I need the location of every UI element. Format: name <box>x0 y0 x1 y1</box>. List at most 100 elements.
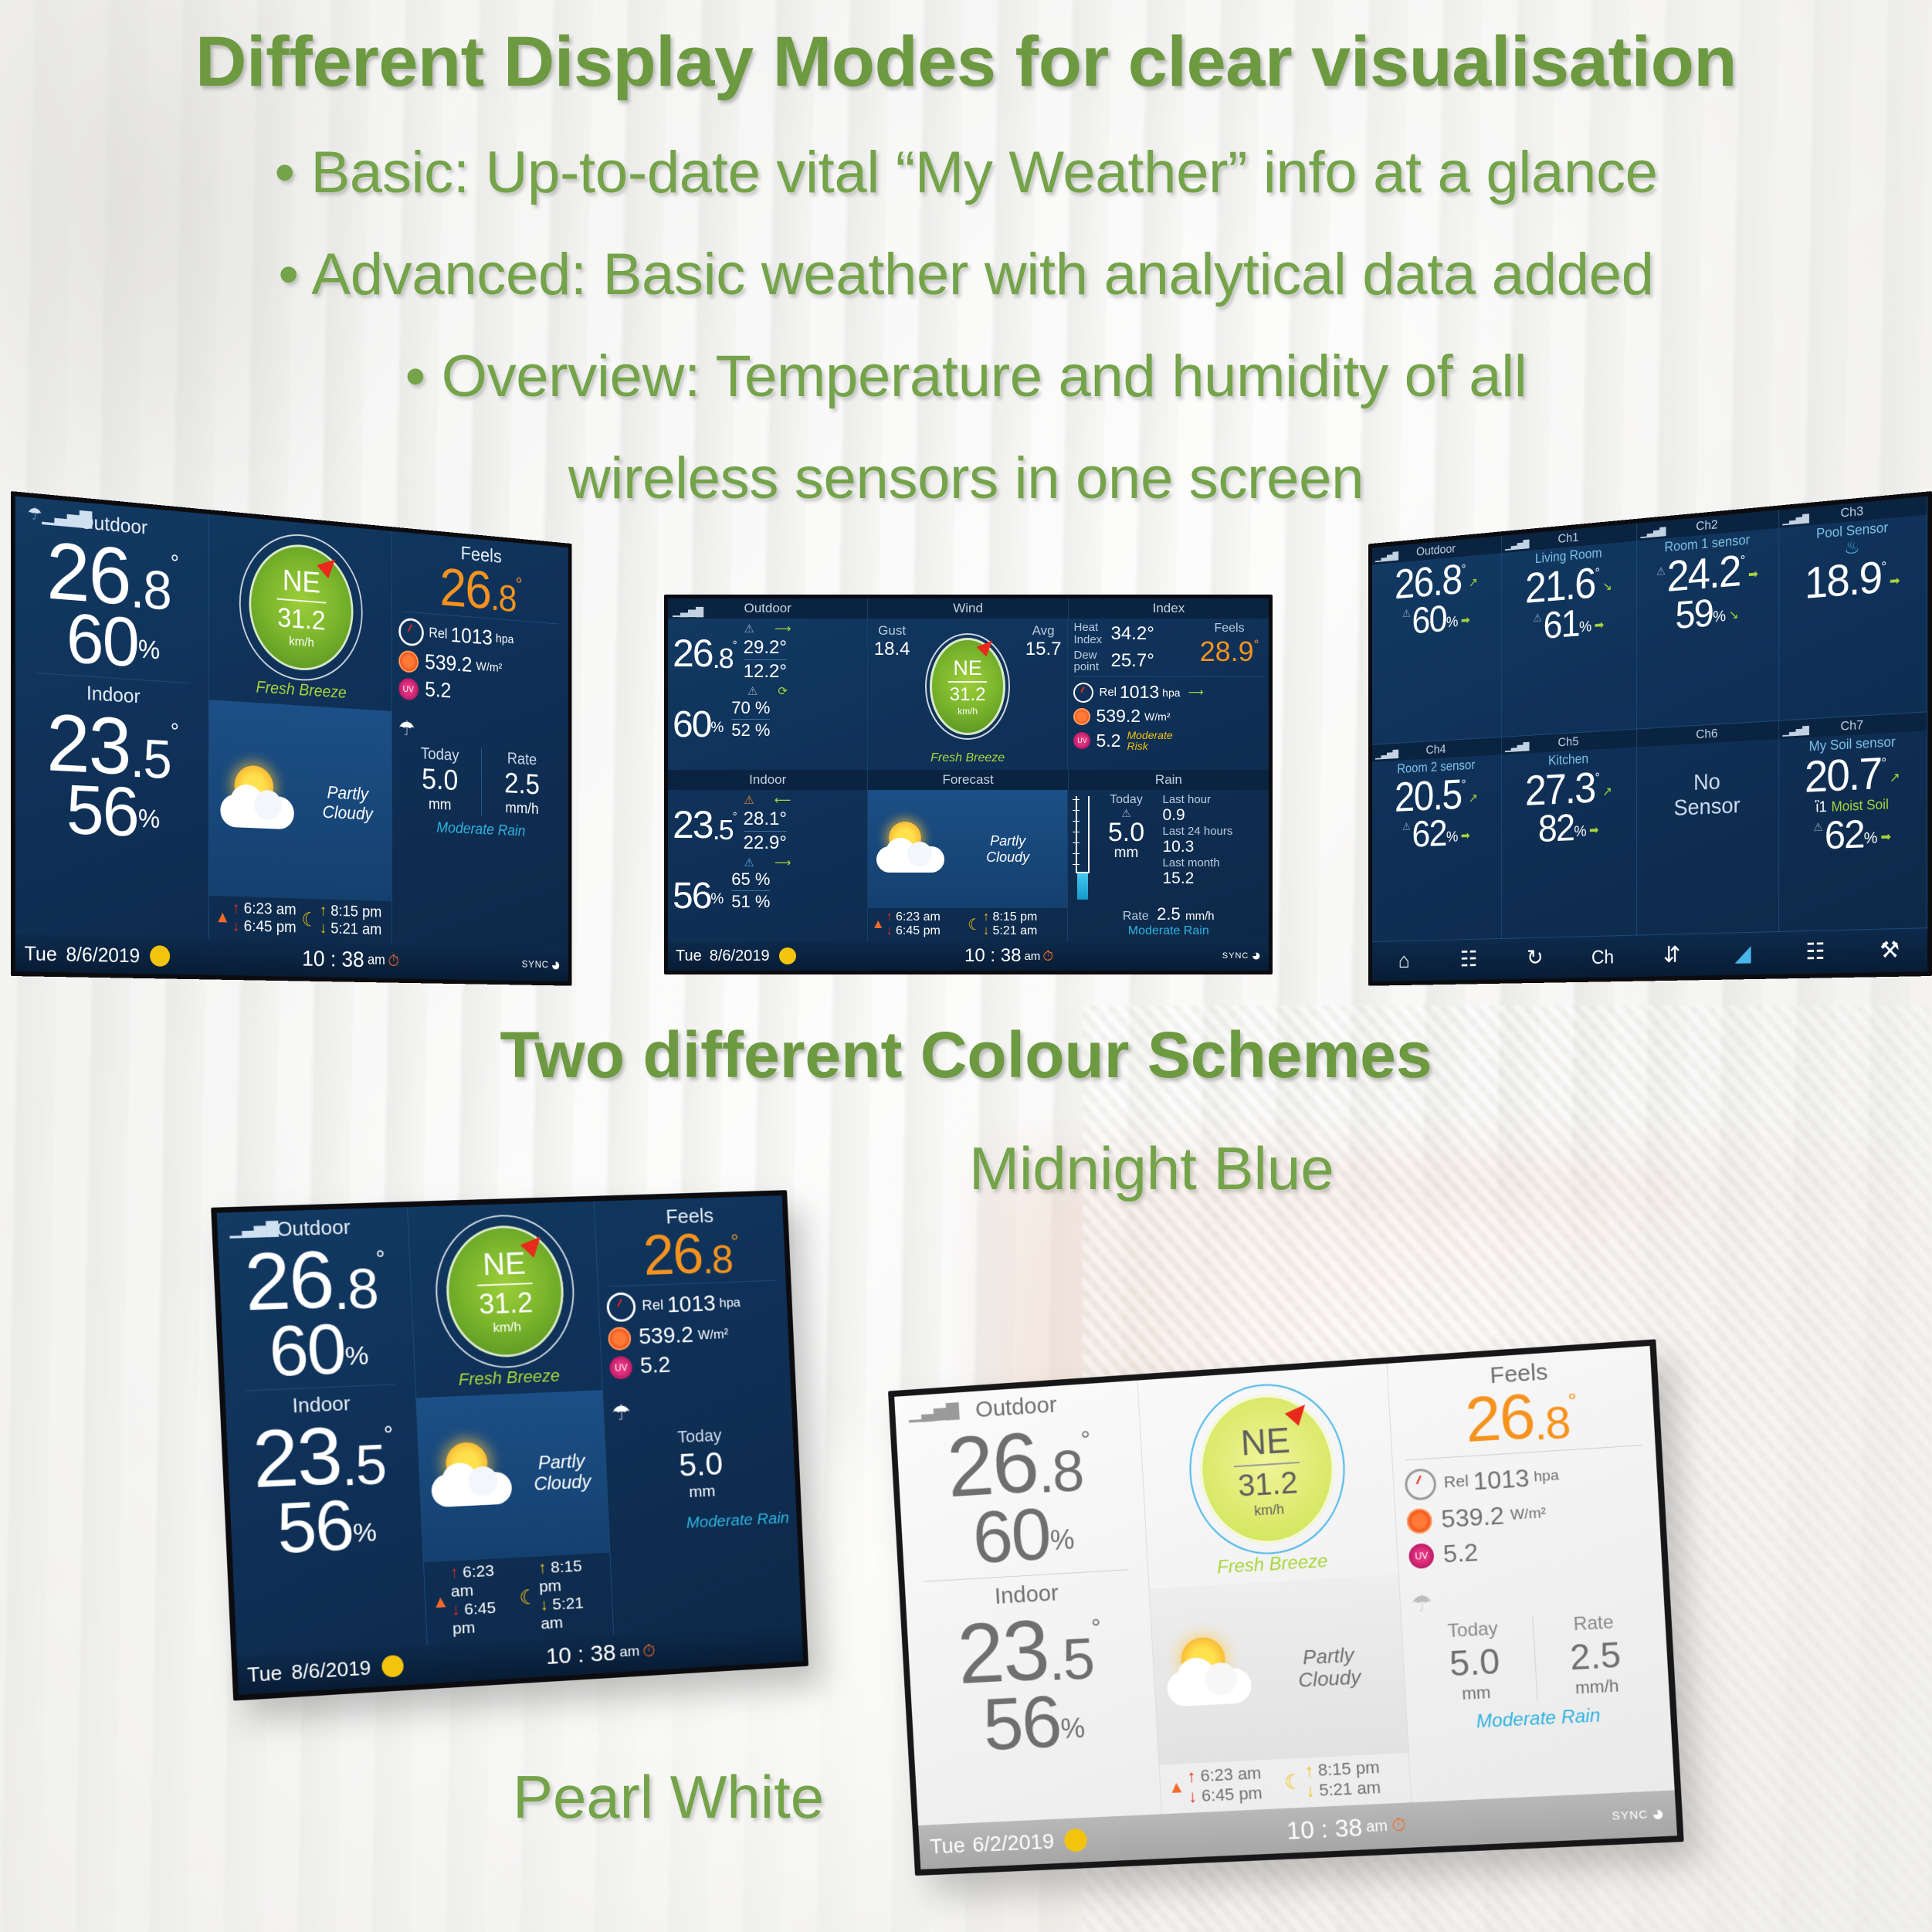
uv-index-icon: UV <box>609 1355 633 1380</box>
device-basic-mode[interactable]: Outdoor 26 .8 ° 60 % Indoor 23 .5 ° <box>11 491 572 986</box>
hum-trend-arrow: ↘ <box>1728 607 1739 623</box>
avg-value: 15.7 <box>1025 639 1062 659</box>
alert-triangle-icon: ⚠ <box>744 856 754 869</box>
device-advanced-mode[interactable]: ▁▃▅▇ Outdoor Wind Index ⚠ ⟶ 26 .8 ° 29.2… <box>664 595 1273 974</box>
navbar-graph-icon[interactable]: ◢ <box>1734 941 1751 967</box>
signal-bars-icon: ▁▃▅▇ <box>1504 741 1530 753</box>
rain-last-hour-label: Last hour <box>1162 793 1212 806</box>
overview-cell-ch6[interactable]: Ch6 No Sensor <box>1637 720 1779 936</box>
navbar-home-icon[interactable]: ⌂ <box>1398 948 1410 973</box>
hum-trend-arrow: ➡ <box>1460 613 1470 629</box>
wifi-icon[interactable]: ◕ <box>551 953 561 975</box>
overview-cell-ch1[interactable]: ▁▃▅▇ Ch1 Living Room 21.6 ° ↘ ⚠ 61% ➡ <box>1501 523 1638 737</box>
percent-unit: % <box>1059 1711 1086 1744</box>
sunset-time: 6:45 pm <box>896 924 941 937</box>
sun-times: ▲ ↑ 6:23 am ↓ 6:45 pm <box>431 1561 497 1639</box>
wind-compass[interactable]: NE 31.2 km/h <box>239 528 363 685</box>
overview-cell-ch3[interactable]: ▁▃▅▇ Ch3 Pool Sensor ♨ 18.9 ° ➡ <box>1778 496 1928 721</box>
degree-icon: ° <box>170 550 179 576</box>
degree-icon: ° <box>1595 770 1600 785</box>
label-midnight-blue: Midnight Blue <box>969 1134 1334 1202</box>
overview-cell-ch2[interactable]: ▁▃▅▇ Ch2 Room 1 sensor ⚠ 24.2 ° ➡ 59% ↘ <box>1637 510 1779 730</box>
gust-value: 18.4 <box>873 639 910 659</box>
panel-title-wind: Wind <box>868 598 1069 619</box>
pressure-unit: hpa <box>1162 686 1181 699</box>
moon-icon: ☾ <box>968 916 982 934</box>
degree-icon: ° <box>170 719 179 745</box>
alert-triangle-icon: ⚠ <box>1813 821 1823 835</box>
degree-icon: ° <box>1595 565 1600 581</box>
navbar-settings-wrench-icon[interactable]: ⚒ <box>1879 937 1900 964</box>
alarm-bell-icon[interactable]: ⏱ <box>388 951 400 970</box>
navbar-history-search-icon[interactable]: ☷ <box>1459 947 1478 971</box>
moonset-time: 5:21 am <box>992 924 1038 937</box>
rain-rate-value: 2.5 <box>1568 1634 1622 1678</box>
wifi-icon[interactable]: ◕ <box>1251 947 1262 964</box>
overview-cell-ch4[interactable]: ▁▃▅▇ Ch4 Room 2 sensor 20.5 ° ↗ ⚠ 62% ➡ <box>1371 737 1502 943</box>
overview-temperature: 26.8 <box>1394 555 1462 608</box>
navbar-refresh-icon[interactable]: ↻ <box>1527 945 1544 971</box>
no-sensor-line1: No <box>1693 769 1720 795</box>
percent-unit: % <box>1713 608 1727 626</box>
degree-icon: ° <box>1881 755 1887 771</box>
signal-bars-icon: ▁▃▅▇ <box>907 1400 960 1423</box>
device-pearl-white[interactable]: Outdoor 26 .8 ° 60 % Indoor 23 .5 ° <box>888 1339 1684 1876</box>
rain-rate-unit: mm/h <box>505 799 539 818</box>
overview-cell-ch7[interactable]: ▁▃▅▇ Ch7 My Soil sensor 20.7 ° ↗ ἳ1 Moist Soil ⚠… <box>1778 712 1928 932</box>
device-overview-mode[interactable]: ▁▃▅▇ Outdoor 26.8 ° ↗ ⚠ 60% ➡ ▁▃▅▇ Ch1 Living Room… <box>1368 491 1932 986</box>
panel-indoor[interactable]: ⚠ ⟵ 23 .5 ° 28.1° 22.9° ⚠ ⟶ 56 <box>668 790 868 941</box>
panel-title-outdoor: Outdoor <box>744 601 791 615</box>
alert-triangle-icon: ⚠ <box>1121 807 1131 819</box>
panel-forecast[interactable]: Partly Cloudy ▲ ↑ 6:23 am ↓ 6:45 pm ☾ <box>867 790 1069 941</box>
outdoor-temp-dec: .8 <box>1035 1438 1085 1506</box>
percent-unit: % <box>1446 613 1459 632</box>
uv-value: 5.2 <box>1096 730 1121 751</box>
overview-cell-outdoor[interactable]: ▁▃▅▇ Outdoor 26.8 ° ↗ ⚠ 60% ➡ <box>1371 535 1502 745</box>
statusbar-date: 8/6/2019 <box>290 1655 372 1684</box>
panel-rain[interactable]: Today ⚠ 5.0 mm Last hour 0.9 Last 24 hou… <box>1068 790 1269 941</box>
wind-speed-unit: km/h <box>492 1319 522 1335</box>
overview-cell-ch5[interactable]: ▁▃▅▇ Ch5 Kitchen 27.3 ° ↗ 82% ➡ <box>1501 729 1638 939</box>
signal-bars-icon: ▁▃▅▇ <box>229 1219 279 1239</box>
degree-icon: ° <box>732 639 737 652</box>
degree-icon: ° <box>1740 552 1746 568</box>
indoor-humidity: 56 <box>981 1680 1063 1767</box>
navbar-calendar-icon[interactable]: ☷ <box>1805 939 1825 965</box>
overview-humidity: 61 <box>1543 602 1580 648</box>
pressure-value: 1013 <box>1120 682 1160 702</box>
wind-compass[interactable]: NE 31.2 km/h <box>1185 1379 1350 1559</box>
overview-humidity: 60 <box>1412 598 1446 642</box>
barometer-icon <box>606 1292 637 1323</box>
outdoor-hum-max: 70 % <box>731 698 771 720</box>
partly-cloudy-icon <box>214 761 304 839</box>
percent-unit: % <box>1574 823 1587 841</box>
navbar-channel-icon[interactable]: Ch <box>1591 945 1615 968</box>
wind-speed: 31.2 <box>277 602 326 636</box>
panel-index[interactable]: Heat Index 34.2° Dew point 25.7° <box>1068 619 1269 770</box>
device-midnight-blue[interactable]: Outdoor 26 .8 ° 60 % Indoor 23 .5 ° <box>211 1190 809 1701</box>
feels-label: Feels <box>1214 622 1245 635</box>
wind-compass[interactable]: NE 31.2 km/h <box>925 633 1011 740</box>
statusbar-day: Tue <box>246 1660 283 1686</box>
dew-point-value: 25.7° <box>1110 650 1154 672</box>
wind-compass[interactable]: NE 31.2 km/h <box>432 1212 578 1371</box>
navbar-max-min-icon[interactable]: ⇵ <box>1663 942 1681 968</box>
moon-phase-icon <box>381 1654 405 1678</box>
alarm-bell-icon[interactable]: ⏱ <box>1042 947 1054 964</box>
wifi-icon[interactable]: ◕ <box>1650 1801 1666 1826</box>
overview-temperature: 24.2 <box>1666 546 1740 602</box>
alert-triangle-icon: ⚠ <box>1533 612 1542 625</box>
panel-wind[interactable]: Gust 18.4 Avg 15.7 NE 31.2 km/h <box>868 619 1069 770</box>
indoor-humidity: 56 <box>66 770 138 851</box>
statusbar-time: 10 : 38 <box>545 1639 617 1670</box>
outdoor-humidity: 60 <box>673 703 712 745</box>
panel-outdoor[interactable]: ⚠ ⟶ 26 .8 ° 29.2° 12.2° ⚠ ⟳ 60 <box>668 619 868 770</box>
alarm-bell-icon[interactable]: ⏱ <box>642 1640 656 1661</box>
degree-icon: ° <box>732 810 737 823</box>
overview-cell-channel: Ch4 <box>1425 741 1446 757</box>
statusbar-date: 6/2/2019 <box>971 1829 1055 1857</box>
alarm-bell-icon[interactable]: ⏱ <box>1391 1814 1407 1836</box>
signal-bars-icon: ▁▃▅▇ <box>1782 724 1809 737</box>
signal-bars-icon: ▁▃▅▇ <box>1375 550 1399 563</box>
outdoor-temp-min: 12.2° <box>743 661 787 682</box>
